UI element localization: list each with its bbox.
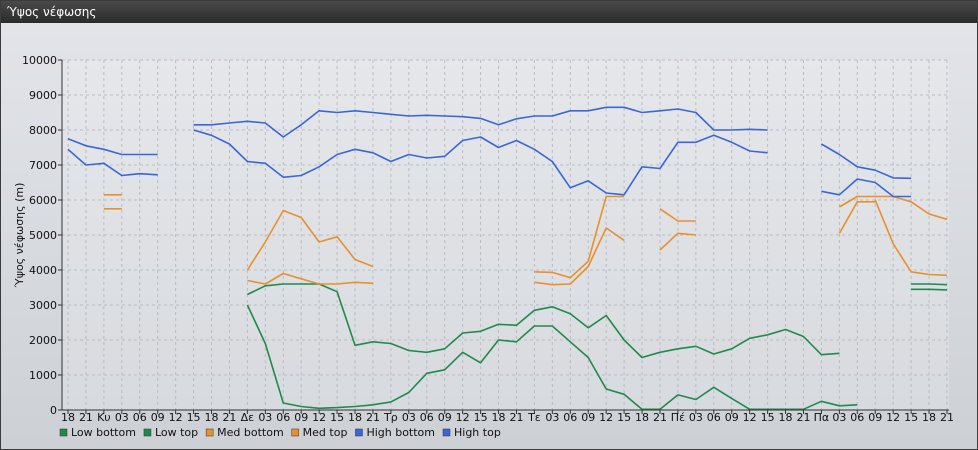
legend-swatch — [291, 428, 299, 437]
y-tick-label: 4000 — [29, 264, 57, 277]
x-tick-label: Πέ — [671, 411, 685, 424]
y-tick-label: 5000 — [29, 229, 57, 242]
x-tick-label: 12 — [886, 411, 900, 424]
x-tick-label: 15 — [474, 411, 488, 424]
x-tick-label: 09 — [294, 411, 308, 424]
legend-swatch — [442, 428, 451, 437]
x-tick-label: 09 — [581, 411, 595, 424]
legend-label: Low bottom — [71, 426, 136, 439]
y-tick-labels: 0 1000 2000 3000 4000 5000 6000 7000 8000 9000 100… — [22, 54, 62, 417]
legend-swatch — [143, 428, 152, 437]
legend-swatch — [355, 428, 363, 437]
grid — [62, 59, 949, 411]
x-tick-label: 21 — [79, 411, 93, 424]
x-tick-label: 06 — [850, 411, 864, 424]
legend-label: Low top — [155, 426, 198, 439]
legend-label: Med bottom — [217, 426, 284, 439]
x-tick-label: 03 — [115, 411, 129, 424]
x-tick-label: 21 — [653, 411, 667, 424]
x-tick-label: Δε — [241, 411, 255, 424]
y-tick-label: 6000 — [29, 194, 57, 207]
y-tick-label: 10000 — [22, 54, 57, 67]
x-tick-label: Τε — [527, 411, 541, 424]
x-tick-label: 03 — [258, 411, 272, 424]
x-tick-label: 21 — [222, 411, 236, 424]
legend-swatch — [205, 428, 214, 437]
x-tick-label: 21 — [796, 411, 810, 424]
x-tick-label: 03 — [402, 411, 416, 424]
y-tick-label: 9000 — [29, 89, 57, 102]
x-tick-label: 06 — [133, 411, 147, 424]
x-tick-label: 06 — [707, 411, 721, 424]
y-tick-label: 7000 — [29, 159, 57, 172]
x-tick-label: 15 — [617, 411, 631, 424]
x-tick-label: 15 — [904, 411, 918, 424]
x-tick-label: 12 — [456, 411, 470, 424]
series-line-high-top — [67, 106, 912, 180]
x-tick-label: 18 — [205, 411, 219, 424]
series-line-low-top — [247, 283, 840, 359]
title-bar: Ύψος νέφωσης — [1, 1, 977, 23]
x-tick-label: 15 — [761, 411, 775, 424]
y-tick-label: 8000 — [29, 124, 57, 137]
x-tick-label: 18 — [635, 411, 649, 424]
x-tick-label: 03 — [832, 411, 846, 424]
y-tick-label: 2000 — [29, 334, 57, 347]
x-tick-label: Πα — [814, 411, 830, 424]
legend-swatch — [59, 428, 68, 437]
x-tick-label: 18 — [492, 411, 506, 424]
y-tick-label: 1000 — [29, 369, 57, 382]
x-tick-label: 21 — [366, 411, 380, 424]
series-line-med-bottom — [874, 199, 948, 277]
x-tick-label: 18 — [61, 411, 75, 424]
y-axis-label: Ύψος νέφωσης (m) — [13, 183, 26, 289]
y-tick-label: 3000 — [29, 299, 57, 312]
x-tick-label: 21 — [940, 411, 954, 424]
x-tick-label: 12 — [169, 411, 183, 424]
x-tick-label: 18 — [922, 411, 936, 424]
x-tick-label: 06 — [420, 411, 434, 424]
legend-label: High top — [454, 426, 501, 439]
x-tick-label: 12 — [599, 411, 613, 424]
series-line-low-top — [911, 283, 948, 286]
x-tick-label: 03 — [689, 411, 703, 424]
series-line-low-bottom — [246, 304, 858, 411]
series-layer — [67, 106, 948, 411]
x-tick-label: Κυ — [97, 411, 111, 424]
x-tick-label: 06 — [276, 411, 290, 424]
x-tick-label: 09 — [725, 411, 739, 424]
x-tick-label: 12 — [743, 411, 757, 424]
legend: Low bottom Low top Med bottom Med top High b… — [59, 426, 501, 439]
x-tick-label: 18 — [348, 411, 362, 424]
x-tick-label: 21 — [509, 411, 523, 424]
legend-label: Med top — [303, 426, 348, 439]
x-tick-label: 09 — [438, 411, 452, 424]
series-line-high-bottom — [67, 129, 912, 198]
x-tick-label: Τρ — [383, 411, 398, 424]
window-title: Ύψος νέφωσης — [7, 5, 97, 19]
x-tick-label: 15 — [330, 411, 344, 424]
x-tick-label: 06 — [563, 411, 577, 424]
x-tick-label: 12 — [312, 411, 326, 424]
series-line-low-bottom — [911, 288, 948, 291]
x-tick-label: 03 — [545, 411, 559, 424]
x-tick-label: 09 — [868, 411, 882, 424]
x-tick-label: 09 — [151, 411, 165, 424]
legend-label: High bottom — [366, 426, 435, 439]
y-tick-label: 0 — [50, 404, 57, 417]
series-line-med-top — [103, 194, 948, 279]
x-tick-label: 18 — [779, 411, 793, 424]
x-tick-labels: 18 21 Κυ 03 06 09 12 15 18 21 Δε 03 06 09 12 15 18 21 Τρ 03… — [61, 410, 954, 424]
x-tick-label: 15 — [187, 411, 201, 424]
series-line-med-bottom — [103, 201, 876, 286]
